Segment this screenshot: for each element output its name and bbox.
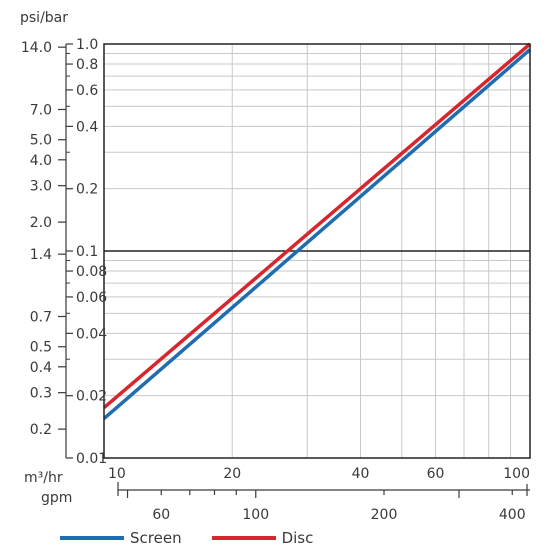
y-axis-psi: 0.2 0.3 0.4 0.5 0.7 1.4 2.0 3.0 4.0 5.0 7.0 14.0 <box>21 40 66 438</box>
y-tick-label-bar: 0.4 <box>76 119 98 135</box>
y-tick-label-bar: 0.1 <box>76 244 98 260</box>
x-tick-label-m3hr: 40 <box>352 466 370 482</box>
x-tick-label-gpm: 200 <box>371 507 398 523</box>
x-tick-label-m3hr: 10 <box>108 466 126 482</box>
y-tick-label-psi: 4.0 <box>30 153 52 169</box>
y-tick-label-psi: 0.2 <box>30 422 52 438</box>
x-tick-label-gpm: 60 <box>152 507 170 523</box>
y-tick-label-bar: 0.04 <box>76 326 107 342</box>
series-lines <box>102 42 532 420</box>
y-tick-label-bar: 0.01 <box>76 451 107 467</box>
x-tick-label-m3hr: 60 <box>427 466 445 482</box>
y-tick-label-psi: 7.0 <box>30 102 52 118</box>
x-tick-label-m3hr: 20 <box>223 466 241 482</box>
y-tick-label-bar: 0.08 <box>76 264 107 280</box>
legend-label-screen: Screen <box>130 529 182 547</box>
x-tick-label-gpm: 400 <box>499 507 526 523</box>
y-tick-label-bar: 0.6 <box>76 83 98 99</box>
y-tick-label-psi: 0.7 <box>30 309 52 325</box>
y-tick-label-bar: 0.2 <box>76 182 98 198</box>
y-tick-label-psi: 5.0 <box>30 133 52 149</box>
legend-swatch-screen <box>60 536 124 540</box>
x-units-label-top: m³/hr <box>24 470 63 486</box>
y-tick-label-psi: 1.4 <box>30 247 52 263</box>
y-units-label: psi/bar <box>20 10 68 26</box>
y-axis-bar: 0.01 0.02 0.04 0.06 0.08 0.1 0.2 0.4 0.6 0.8 1.0 <box>65 37 107 467</box>
series-line-screen <box>102 48 532 420</box>
y-tick-label-bar: 0.8 <box>76 57 98 73</box>
legend: Screen Disc <box>60 526 343 550</box>
y-tick-label-bar: 1.0 <box>76 37 98 53</box>
legend-item-screen: Screen <box>60 529 182 547</box>
x-tick-label-gpm: 100 <box>242 507 269 523</box>
legend-swatch-disc <box>211 536 276 540</box>
x-axis-gpm: 60 100 200 400 <box>117 482 530 523</box>
y-tick-label-psi: 0.5 <box>30 340 52 356</box>
y-tick-label-psi: 0.4 <box>30 360 52 376</box>
y-tick-label-bar: 0.02 <box>76 389 107 405</box>
legend-item-disc: Disc <box>211 529 314 547</box>
x-axis-m3hr: 10 20 40 60 100 <box>108 466 530 482</box>
y-tick-label-psi: 0.3 <box>30 386 52 402</box>
y-tick-label-psi: 3.0 <box>30 179 52 195</box>
y-tick-label-psi: 14.0 <box>21 40 52 56</box>
grid <box>104 44 530 458</box>
y-tick-label-psi: 2.0 <box>30 215 52 231</box>
x-tick-label-m3hr: 100 <box>503 466 530 482</box>
series-line-disc <box>102 42 532 410</box>
x-units-label-bottom: gpm <box>41 490 72 506</box>
y-tick-label-bar: 0.06 <box>76 290 107 306</box>
legend-label-disc: Disc <box>281 529 314 547</box>
plot-frame <box>103 43 531 459</box>
